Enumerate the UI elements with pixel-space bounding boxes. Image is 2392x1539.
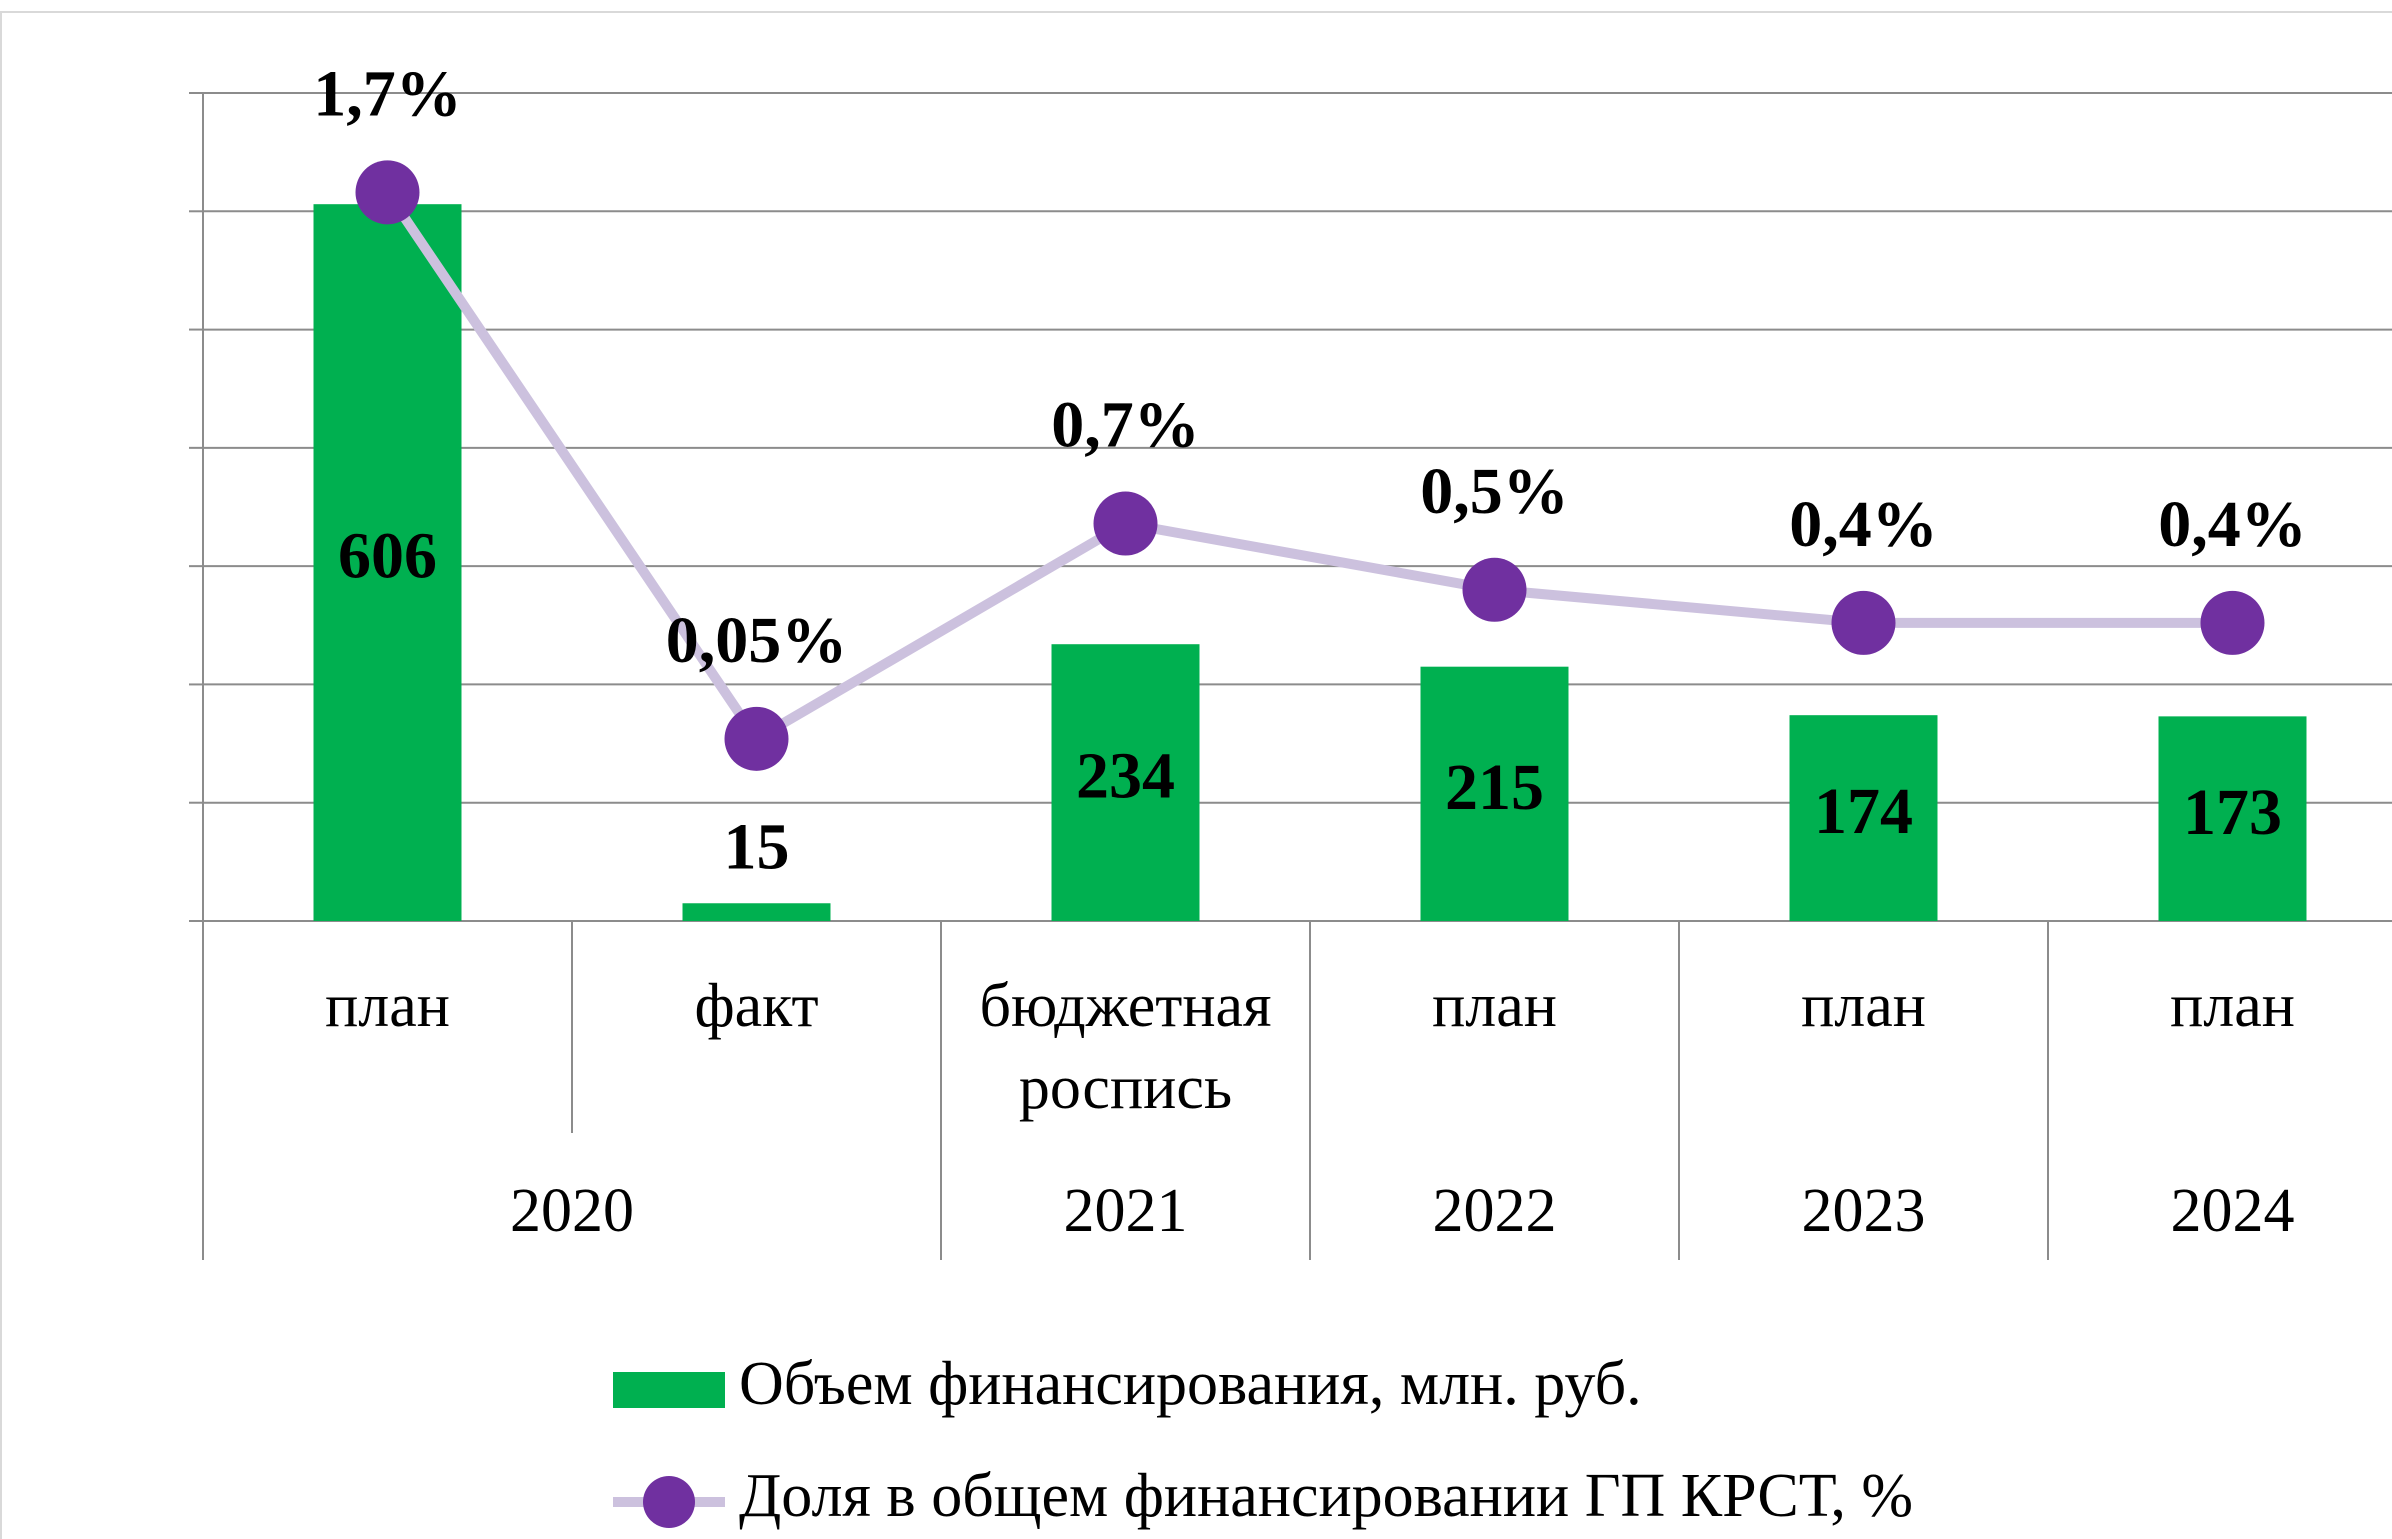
data-label: 0,5% [1420, 455, 1569, 528]
x-tick-label: план [325, 972, 450, 1040]
line-marker [724, 706, 789, 771]
data-label: 1,7% [313, 58, 462, 131]
group-label: 2023 [1802, 1177, 1926, 1245]
x-tick-label: план [1801, 972, 1926, 1040]
legend-label: Объем финансирования, млн. руб. [739, 1350, 1642, 1418]
data-label: 173 [2183, 776, 2282, 849]
data-label: 0,4% [2158, 488, 2307, 561]
data-label: 15 [724, 810, 790, 883]
x-tick-label: план [2170, 972, 2295, 1040]
legend-swatch [613, 1372, 725, 1408]
x-tick-label: план [1432, 972, 1557, 1040]
data-label: 606 [338, 520, 437, 593]
data-label: 234 [1076, 740, 1175, 813]
line-marker [1462, 557, 1527, 622]
group-label: 2021 [1064, 1177, 1188, 1245]
x-tick-label: бюджетная роспись [979, 972, 1272, 1122]
group-label: 2020 [510, 1177, 634, 1245]
data-label: 174 [1814, 775, 1913, 848]
legend-marker [643, 1476, 695, 1528]
bar [682, 903, 831, 921]
line-marker [2200, 590, 2265, 655]
data-label: 0,7% [1051, 389, 1200, 462]
line [383, 189, 2233, 746]
x-tick-label-box: план [1432, 972, 1557, 1040]
bar [1420, 666, 1569, 921]
x-tick-label: факт [694, 972, 819, 1040]
bar [313, 204, 462, 921]
group-label: 2022 [1433, 1177, 1557, 1245]
group-label: 2024 [2171, 1177, 2295, 1245]
bar [2158, 716, 2307, 921]
x-tick-label-box: бюджетная роспись [979, 972, 1272, 1122]
x-tick-label-box: план [2170, 972, 2295, 1040]
data-label: 215 [1445, 751, 1544, 824]
x-tick-label-box: план [325, 972, 450, 1040]
x-tick-label-box: факт [694, 972, 819, 1040]
legend-label: Доля в общем финансировании ГП КРСТ, % [739, 1462, 1913, 1530]
line-marker [355, 160, 420, 225]
data-label: 0,4% [1789, 488, 1938, 561]
bar [1051, 644, 1200, 921]
x-tick-label-box: план [1801, 972, 1926, 1040]
chart-border [0, 11, 2392, 1539]
data-label: 0,05% [666, 604, 848, 677]
line-marker [1093, 491, 1158, 556]
bar [1789, 715, 1938, 921]
line-marker [1831, 590, 1896, 655]
